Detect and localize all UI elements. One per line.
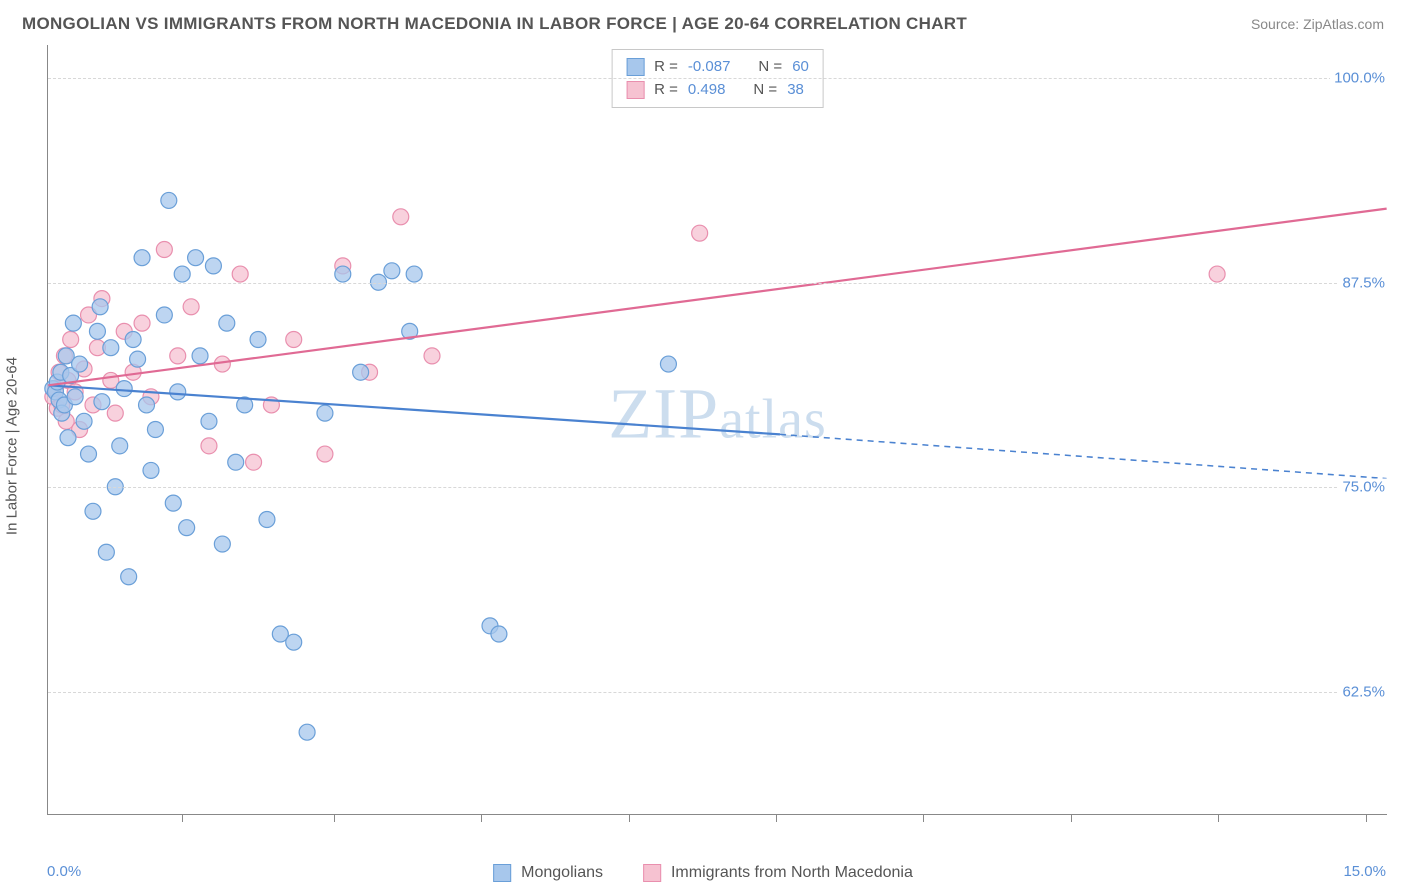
y-tick-label: 87.5% [1338, 274, 1389, 291]
legend-r-value-pink: 0.498 [688, 79, 726, 102]
gridline [48, 692, 1387, 693]
legend-r-value-blue: -0.087 [688, 56, 731, 79]
chart-title: MONGOLIAN VS IMMIGRANTS FROM NORTH MACED… [22, 14, 967, 34]
gridline [48, 283, 1387, 284]
x-tick [182, 814, 183, 822]
series-legend: Mongolians Immigrants from North Macedon… [493, 864, 913, 882]
chart-plot-area: ZIPatlas R = -0.087 N = 60 R = 0.498 N =… [47, 45, 1387, 815]
legend-swatch-pink [626, 81, 644, 99]
x-tick [481, 814, 482, 822]
gridline [48, 487, 1387, 488]
gridline [48, 78, 1387, 79]
legend-n-label-blue: N = [758, 56, 782, 79]
x-tick [1071, 814, 1072, 822]
x-tick [776, 814, 777, 822]
y-tick-label: 62.5% [1338, 684, 1389, 701]
x-axis-max-label: 15.0% [1343, 863, 1386, 880]
legend-label-macedonia: Immigrants from North Macedonia [671, 864, 913, 882]
legend-label-mongolians: Mongolians [521, 864, 603, 882]
legend-r-label-pink: R = [654, 79, 678, 102]
legend-n-value-blue: 60 [792, 56, 809, 79]
legend-n-value-pink: 38 [787, 79, 804, 102]
legend-swatch-macedonia [643, 864, 661, 882]
x-tick [334, 814, 335, 822]
x-tick [1218, 814, 1219, 822]
x-tick [629, 814, 630, 822]
y-tick-label: 100.0% [1330, 69, 1389, 86]
legend-swatch-mongolians [493, 864, 511, 882]
y-tick-label: 75.0% [1338, 479, 1389, 496]
legend-swatch-blue [626, 58, 644, 76]
y-axis-title: In Labor Force | Age 20-64 [4, 357, 21, 535]
legend-r-label-blue: R = [654, 56, 678, 79]
x-axis-min-label: 0.0% [47, 863, 81, 880]
scatter-plot-svg [48, 45, 1387, 814]
source-attribution: Source: ZipAtlas.com [1251, 16, 1384, 32]
x-tick [923, 814, 924, 822]
x-tick [1366, 814, 1367, 822]
legend-n-label-pink: N = [753, 79, 777, 102]
